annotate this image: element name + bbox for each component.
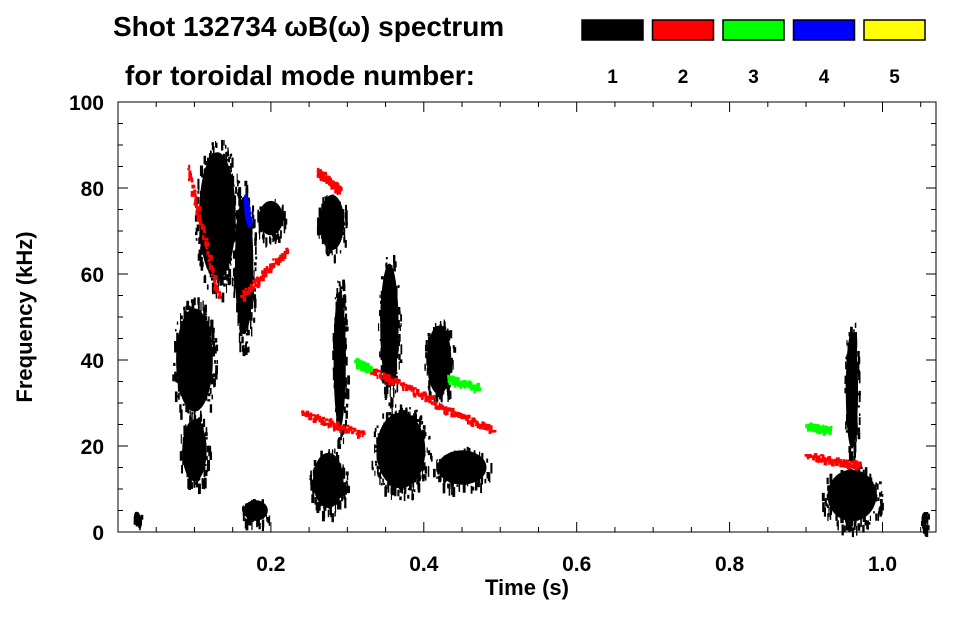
- chart-title-line2: for toroidal mode number:: [125, 60, 475, 91]
- spectral-region-mode-1-9: [371, 404, 433, 502]
- legend-label-mode-4: 4: [819, 67, 830, 88]
- x-tick-label: 1.0: [868, 553, 897, 576]
- y-tick-label: 0: [92, 522, 104, 545]
- y-tick-label: 20: [81, 436, 104, 459]
- y-axis-label: Frequency (kHz): [12, 231, 37, 402]
- x-axis-label: Time (s): [485, 575, 569, 600]
- y-tick-label: 60: [81, 264, 104, 287]
- axis-ticks: 0.2 0.4 0.6 0.8 1.0 0 20 40 60 80 100: [69, 92, 936, 576]
- legend-label-mode-3: 3: [748, 67, 759, 88]
- y-tick-label: 100: [69, 92, 104, 115]
- x-tick-label: 0.2: [256, 553, 285, 576]
- y-tick-label: 40: [81, 350, 104, 373]
- x-tick-label: 0.6: [562, 553, 591, 576]
- spectral-region-mode-2-19: [316, 167, 343, 195]
- spectral-region-mode-1-2: [194, 139, 243, 303]
- spectral-region-mode-2-18: [240, 247, 290, 302]
- spectral-region-mode-1-14: [844, 322, 861, 469]
- spectral-region-mode-2-20: [301, 410, 366, 439]
- legend-swatch-mode-5: [863, 19, 926, 41]
- spectral-region-mode-1-7: [316, 190, 348, 264]
- spectral-region-mode-2-21: [369, 368, 436, 404]
- spectral-region-mode-2-22: [430, 400, 497, 435]
- spectral-region-mode-1-1: [179, 414, 213, 495]
- plot-area: [133, 139, 930, 538]
- legend-label-mode-1: 1: [607, 67, 618, 88]
- x-tick-label: 0.8: [715, 553, 745, 576]
- legend-label-mode-5: 5: [889, 67, 900, 88]
- spectral-region-mode-1-16: [920, 511, 930, 537]
- spectral-region-mode-1-5: [257, 198, 288, 248]
- spectral-region-mode-1-10: [377, 254, 403, 409]
- spectral-region-mode-3-24: [447, 374, 482, 394]
- chart-title-line1: Shot 132734 ωB(ω) spectrum: [113, 11, 504, 42]
- spectral-region-mode-3-25: [805, 422, 833, 436]
- legend-swatch-mode-3: [722, 19, 785, 41]
- mode-legend: 1 2 3 4 5: [581, 19, 926, 88]
- legend-swatch-mode-2: [651, 19, 715, 41]
- legend-swatch-mode-4: [792, 19, 856, 41]
- spectral-region-mode-1-0: [172, 297, 219, 432]
- x-tick-label: 0.4: [409, 553, 439, 576]
- spectral-region-mode-1-6: [309, 448, 351, 523]
- y-tick-label: 80: [81, 178, 104, 201]
- spectral-region-mode-1-4: [242, 499, 271, 532]
- legend-label-mode-2: 2: [678, 67, 689, 88]
- spectral-region-mode-1-13: [821, 465, 884, 538]
- spectral-region-mode-1-11: [424, 319, 457, 409]
- legend-swatch-mode-1: [581, 19, 644, 41]
- spectral-region-mode-1-8: [332, 279, 350, 449]
- spectral-region-mode-4-27: [243, 194, 253, 228]
- spectral-region-mode-3-26: [354, 357, 374, 374]
- spectral-region-mode-2-17: [187, 164, 222, 299]
- spectral-region-mode-2-23: [804, 453, 862, 471]
- spectral-region-mode-1-12: [432, 446, 493, 497]
- spectral-region-mode-1-15: [133, 511, 144, 531]
